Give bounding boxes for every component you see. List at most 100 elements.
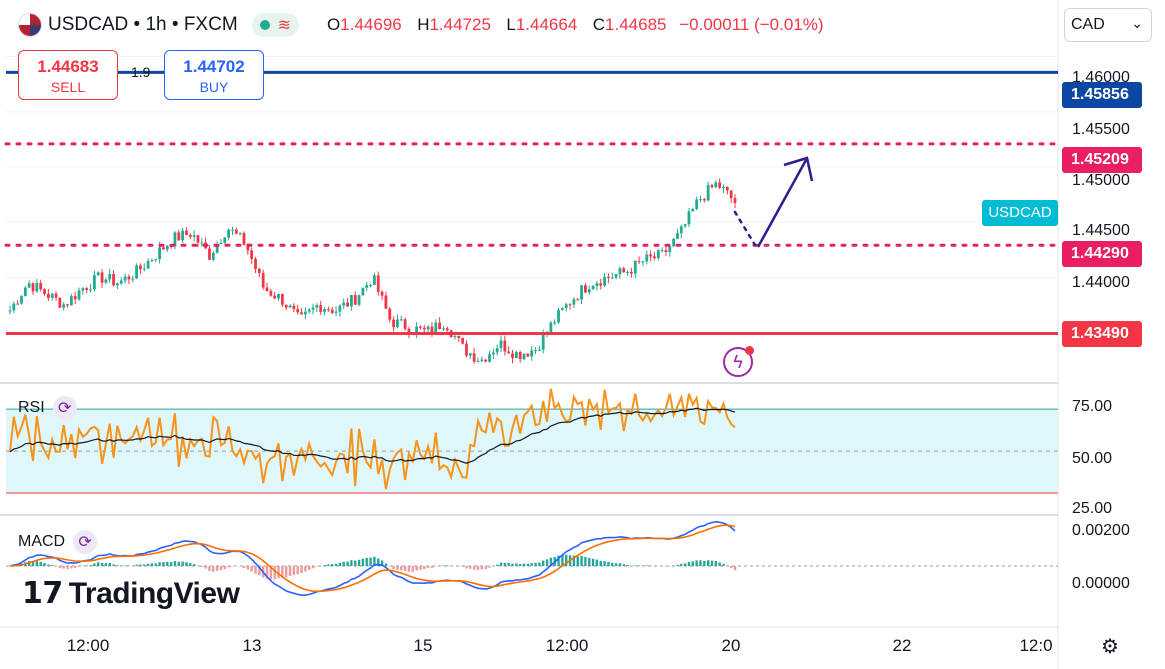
- candle-body: [284, 304, 288, 308]
- rsi-label: RSI: [18, 399, 45, 416]
- candle-body: [710, 185, 714, 188]
- resistance-level-tag[interactable]: 1.45856: [1062, 82, 1142, 108]
- macd-histogram-bar: [346, 561, 349, 566]
- macd-histogram-bar: [415, 566, 418, 571]
- change-value: −0.00011 (−0.01%): [679, 15, 824, 34]
- candle-body: [622, 268, 626, 273]
- macd-histogram-bar: [530, 563, 533, 566]
- interval[interactable]: 1h: [145, 14, 167, 35]
- candle-body: [323, 309, 326, 312]
- macd-histogram-bar: [695, 560, 698, 566]
- macd-histogram-bar: [611, 562, 614, 566]
- candle-body: [434, 322, 438, 333]
- macd-histogram-bar: [442, 565, 445, 566]
- candle-body: [257, 268, 261, 274]
- candle-body: [461, 337, 465, 344]
- candle-body: [311, 307, 315, 310]
- sell-button[interactable]: 1.44683 SELL: [18, 50, 118, 100]
- macd-histogram-bar: [250, 566, 253, 572]
- usd-cad-flag-icon: [18, 13, 42, 37]
- candle-body: [733, 198, 737, 203]
- mid-level-tag[interactable]: 1.44290: [1062, 241, 1142, 267]
- symbol-header: USDCAD • 1h • FXCM ≋ O1.44696 H1.44725 L…: [18, 10, 824, 40]
- macd-tick-label: 0.00200: [1072, 522, 1130, 539]
- data-delay-icon: ≋: [277, 17, 292, 34]
- macd-histogram-bar: [315, 566, 319, 567]
- candle-body: [587, 289, 591, 293]
- macd-histogram-bar: [545, 559, 549, 566]
- macd-histogram-bar: [469, 566, 472, 569]
- currency-select[interactable]: CAD ⌄: [1064, 8, 1152, 42]
- macd-histogram-bar: [733, 566, 737, 571]
- macd-histogram-bar: [104, 563, 108, 566]
- macd-histogram-bar: [407, 566, 411, 572]
- tradingview-logo[interactable]: 𝟭𝟳 TradingView: [22, 576, 240, 611]
- candle-body: [43, 289, 46, 294]
- candle-body: [23, 287, 27, 297]
- macd-histogram-bar: [292, 566, 296, 576]
- macd-histogram-bar: [622, 564, 625, 566]
- candle-body: [280, 293, 284, 305]
- macd-histogram-bar: [507, 563, 510, 566]
- macd-histogram-bar: [112, 564, 115, 566]
- macd-histogram-bar: [269, 566, 273, 580]
- candle-body: [158, 247, 162, 260]
- candle-body: [645, 254, 649, 262]
- lightning-icon[interactable]: ϟ: [723, 346, 754, 377]
- settings-icon[interactable]: ⚙: [1101, 636, 1119, 658]
- support-level-tag[interactable]: 1.43490: [1062, 321, 1142, 347]
- buy-button[interactable]: 1.44702 BUY: [164, 50, 264, 100]
- candle-body: [630, 271, 633, 274]
- market-status-pill[interactable]: ≋: [251, 13, 300, 37]
- macd-histogram-bar: [357, 559, 361, 566]
- symbol-name[interactable]: USDCAD: [48, 14, 129, 35]
- macd-histogram-bar: [687, 561, 691, 566]
- macd-histogram-bar: [426, 566, 430, 569]
- candle-body: [614, 274, 618, 278]
- candle-body: [292, 305, 296, 310]
- candle-body: [376, 275, 380, 292]
- price-tick-label: 1.46000: [1072, 69, 1130, 86]
- macd-histogram-bar: [580, 555, 583, 566]
- candle-body: [656, 250, 660, 259]
- candle-body: [8, 310, 12, 312]
- market-open-icon: [259, 20, 270, 30]
- target-level-tag[interactable]: 1.45209: [1062, 147, 1142, 173]
- candle-body: [342, 302, 346, 306]
- macd-histogram-bar: [219, 566, 223, 571]
- macd-histogram-bar: [70, 566, 73, 569]
- macd-histogram-bar: [484, 566, 487, 570]
- candle-body: [415, 326, 419, 333]
- macd-histogram-bar: [227, 566, 230, 568]
- refresh-icon[interactable]: ⟳: [73, 530, 98, 554]
- candle-body: [453, 336, 457, 338]
- candle-body: [653, 256, 656, 259]
- macd-histogram-bar: [465, 566, 468, 569]
- candle-body: [300, 312, 303, 315]
- candle-body: [530, 350, 534, 357]
- rsi-band: [6, 409, 1058, 494]
- macd-histogram-bar: [538, 562, 541, 566]
- candle-body: [192, 235, 196, 237]
- candle-body: [296, 309, 300, 313]
- macd-histogram-bar: [534, 562, 537, 566]
- candle-body: [691, 209, 695, 212]
- buy-label: BUY: [199, 79, 229, 95]
- candle-body: [576, 299, 580, 301]
- candle-body: [181, 230, 185, 241]
- candle-body: [388, 308, 392, 320]
- candle-body: [100, 272, 104, 283]
- candle-body: [127, 276, 131, 280]
- macd-label: MACD: [18, 533, 66, 550]
- candle-body: [273, 295, 277, 299]
- macd-histogram-bar: [265, 566, 269, 579]
- refresh-icon[interactable]: ⟳: [52, 396, 77, 420]
- candle-body: [346, 302, 349, 307]
- candle-body: [495, 348, 499, 353]
- macd-histogram-bar: [100, 562, 104, 566]
- macd-histogram-bar: [177, 561, 180, 566]
- macd-histogram-bar: [691, 561, 695, 566]
- macd-histogram-bar: [50, 565, 54, 566]
- candle-body: [215, 243, 219, 253]
